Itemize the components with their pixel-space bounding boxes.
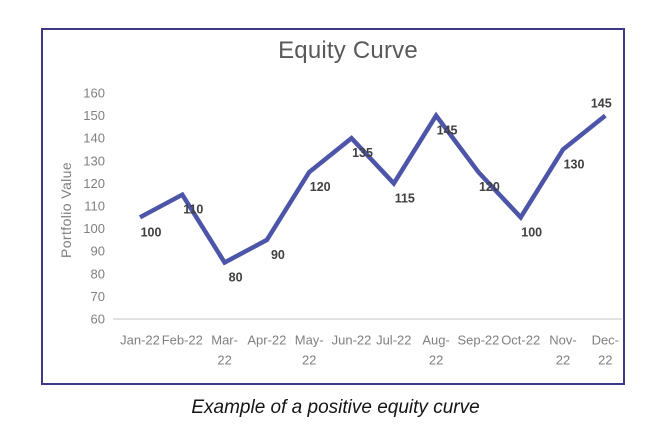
data-point-label: 110 [183, 203, 203, 217]
x-axis-tick-label: 22 [302, 353, 316, 368]
y-axis-tick-label: 160 [83, 86, 105, 101]
y-axis-tick-label: 150 [83, 108, 105, 123]
data-point-label: 120 [479, 180, 500, 194]
y-axis-tick-label: 140 [83, 131, 105, 146]
y-axis-tick-label: 80 [91, 266, 105, 281]
data-point-label: 130 [564, 158, 585, 172]
y-axis-tick-label: 130 [83, 153, 105, 168]
x-axis-tick-label: Feb-22 [162, 333, 203, 348]
y-axis-title: Portfolio Value [58, 162, 74, 258]
data-point-label: 145 [591, 97, 612, 111]
data-point-label: 145 [437, 124, 458, 138]
x-axis-tick-label: 22 [556, 353, 570, 368]
data-point-label: 100 [141, 225, 162, 239]
chart-title: Equity Curve [278, 37, 418, 64]
data-point-label: 115 [395, 191, 415, 205]
equity-curve-line [138, 111, 607, 266]
y-axis-tick-label: 100 [83, 221, 105, 236]
data-point-label: 120 [310, 180, 331, 194]
x-axis-tick-label: 22 [598, 353, 612, 368]
figure-caption: Example of a positive equity curve [191, 397, 480, 418]
x-axis-tick-label: Jan-22 [120, 333, 160, 348]
y-axis-tick-label: 120 [83, 176, 105, 191]
x-axis-tick-label: Oct-22 [501, 333, 540, 348]
y-axis-tick-label: 70 [91, 289, 105, 304]
equity-curve-plot: 60 70 80 90 100 110 120 130 140 150 160 Portfolio V… [58, 86, 622, 368]
x-axis-tick-label: Sep-22 [457, 333, 499, 348]
x-axis-tick-label: Apr-22 [247, 333, 286, 348]
x-axis-tick-label: 22 [429, 353, 443, 368]
data-point-label: 90 [271, 248, 285, 262]
data-point-label: 100 [521, 225, 542, 239]
data-point-label: 135 [352, 146, 373, 160]
x-axis-tick-label: May- [295, 333, 324, 348]
y-axis-tick-label: 60 [91, 312, 105, 327]
x-axis-tick-label: Jul-22 [376, 333, 411, 348]
x-axis-tick-label: Mar- [211, 333, 238, 348]
x-axis-tick-label: Jun-22 [332, 333, 372, 348]
x-axis-tick-label: Aug- [422, 333, 449, 348]
data-point-label: 80 [229, 271, 243, 285]
x-axis-tick-label: Nov- [549, 333, 576, 348]
x-axis-tick-label: 22 [217, 353, 231, 368]
x-axis-tick-label: Dec- [592, 333, 619, 348]
y-axis-tick-label: 110 [84, 199, 105, 214]
equity-curve-chart: Equity Curve 60 70 80 90 100 110 120 130 140 150 1… [41, 28, 625, 385]
y-axis-tick-label: 90 [91, 244, 105, 259]
